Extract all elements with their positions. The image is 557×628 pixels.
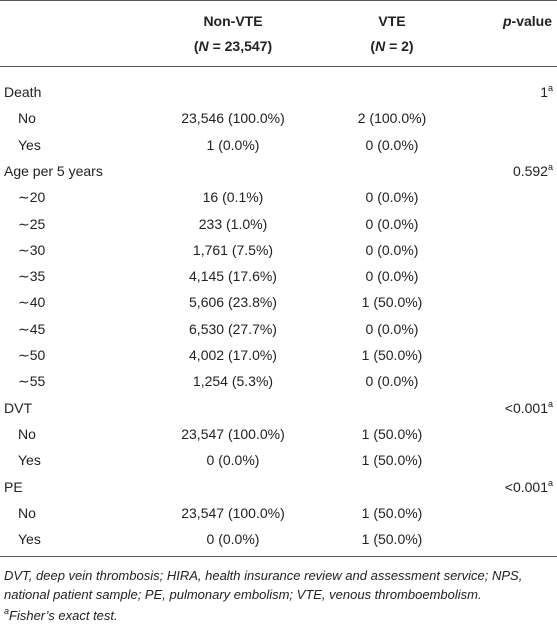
text: a — [4, 606, 10, 616]
cell: 1 (50.0%) — [361, 504, 423, 521]
header-cell: (N = 2) — [370, 37, 413, 55]
cell: 0 (0.0%) — [365, 241, 419, 258]
row-label: ∼55 — [18, 373, 46, 390]
row-label: Yes — [18, 452, 41, 469]
row-label: No — [18, 110, 36, 127]
p-value: <0.001a — [505, 399, 553, 417]
superscript: a — [547, 477, 553, 488]
rule — [0, 556, 557, 557]
text: 1 — [540, 84, 548, 100]
cell: 23,546 (100.0%) — [181, 110, 285, 127]
cell: 4,145 (17.6%) — [189, 268, 277, 285]
cell: 0 (0.0%) — [365, 373, 419, 390]
group-label: PE — [4, 478, 23, 495]
rule — [0, 0, 557, 1]
row-label: ∼20 — [18, 189, 46, 206]
row-label: ∼30 — [18, 241, 46, 258]
cell: 2 (100.0%) — [357, 110, 427, 127]
text: = 2) — [385, 38, 414, 54]
cell: 0 (0.0%) — [365, 215, 419, 232]
text: -value — [511, 13, 552, 29]
cell: 1 (50.0%) — [361, 452, 423, 469]
text: ( — [370, 38, 376, 54]
p-value: 0.592a — [513, 162, 553, 180]
text: = 23,547) — [208, 38, 273, 54]
footnote: aFisher’s exact test. — [4, 606, 549, 625]
row-label: ∼25 — [18, 215, 46, 232]
cell: 16 (0.1%) — [202, 189, 264, 206]
group-label: Death — [4, 84, 42, 100]
cell: 0 (0.0%) — [365, 189, 419, 206]
cell: 0 (0.0%) — [206, 452, 260, 469]
cell: 1,761 (7.5%) — [192, 241, 274, 258]
row-label: No — [18, 425, 36, 442]
row-label: Yes — [18, 531, 41, 548]
cell: 1 (50.0%) — [361, 347, 423, 363]
group-label: Age per 5 years — [4, 162, 103, 179]
cell: 4,002 (17.0%) — [189, 347, 277, 363]
row-label: ∼40 — [18, 294, 46, 311]
header-cell: VTE — [378, 13, 406, 29]
text: N — [375, 38, 386, 54]
superscript: a — [547, 398, 553, 409]
cell: 23,547 (100.0%) — [181, 504, 285, 521]
cell: 1 (50.0%) — [361, 425, 423, 442]
cell: 5,606 (23.8%) — [189, 294, 277, 311]
row-label: Yes — [18, 136, 41, 153]
row-label: ∼45 — [18, 320, 46, 337]
cell: 1,254 (5.3%) — [192, 373, 274, 390]
text: <0.001 — [504, 478, 548, 495]
row-label: ∼50 — [18, 347, 46, 363]
cell: 0 (0.0%) — [365, 320, 419, 337]
text: ( — [193, 38, 199, 54]
header-cell: Non-VTE — [203, 13, 263, 29]
cell: 233 (1.0%) — [198, 215, 268, 232]
text: <0.001 — [504, 399, 548, 416]
cell: 0 (0.0%) — [206, 531, 260, 548]
row-label: No — [18, 504, 36, 521]
group-label: DVT — [4, 399, 32, 416]
footnote: DVT, deep vein thrombosis; HIRA, health … — [4, 568, 523, 602]
rule — [0, 66, 557, 67]
header-cell: p-value — [503, 12, 552, 30]
text: N — [198, 38, 209, 54]
row-label: ∼35 — [18, 268, 46, 285]
p-value: 1a — [540, 83, 553, 101]
superscript: a — [547, 161, 553, 172]
header-cell: (N = 23,547) — [194, 37, 272, 55]
text: p — [502, 13, 512, 29]
cell: 23,547 (100.0%) — [181, 425, 285, 442]
cell: 0 (0.0%) — [365, 268, 419, 285]
cell: 1 (50.0%) — [361, 531, 423, 548]
text: Fisher’s exact test. — [9, 608, 118, 623]
text: 0.592 — [512, 162, 548, 179]
cell: 6,530 (27.7%) — [189, 320, 277, 337]
p-value: <0.001a — [505, 478, 553, 496]
cell: 1 (0.0%) — [206, 136, 260, 153]
cell: 0 (0.0%) — [365, 136, 419, 153]
cell: 1 (50.0%) — [361, 294, 423, 311]
superscript: a — [547, 83, 553, 93]
